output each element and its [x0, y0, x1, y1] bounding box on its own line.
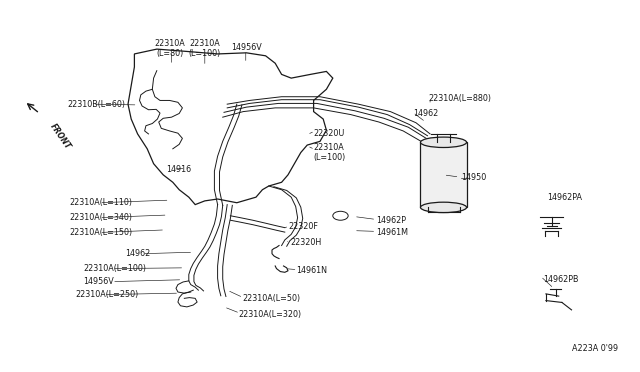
Text: 14950: 14950	[461, 173, 486, 182]
Text: 14916: 14916	[166, 165, 191, 174]
Text: 22310A
(L=100): 22310A (L=100)	[189, 39, 221, 58]
Text: 22310A(L=100): 22310A(L=100)	[83, 264, 146, 273]
Text: 14961N: 14961N	[296, 266, 327, 275]
Text: 22320U: 22320U	[314, 129, 345, 138]
Text: 22320H: 22320H	[290, 238, 321, 247]
Text: 14962P: 14962P	[376, 216, 406, 225]
Text: 22320F: 22320F	[288, 222, 318, 231]
Text: 14962: 14962	[413, 109, 438, 118]
Text: 22310A(L=880): 22310A(L=880)	[429, 94, 492, 103]
Text: 14962PA: 14962PA	[547, 193, 582, 202]
Text: 14961M: 14961M	[376, 228, 408, 237]
Text: 14962PB: 14962PB	[543, 275, 578, 284]
Ellipse shape	[420, 202, 467, 213]
Text: 14962: 14962	[125, 249, 150, 258]
Text: 22310A(L=110): 22310A(L=110)	[69, 198, 132, 207]
Text: 22310A(L=340): 22310A(L=340)	[69, 213, 132, 222]
Text: 22310A
(L=100): 22310A (L=100)	[314, 143, 346, 162]
Text: FRONT: FRONT	[48, 122, 72, 151]
Text: 22310A
(L=80): 22310A (L=80)	[154, 39, 185, 58]
Ellipse shape	[420, 137, 467, 147]
Text: 22310A(L=250): 22310A(L=250)	[76, 290, 139, 299]
Text: 22310A(L=150): 22310A(L=150)	[69, 228, 132, 237]
Text: 22310A(L=50): 22310A(L=50)	[242, 294, 300, 303]
Text: 14956V: 14956V	[83, 277, 114, 286]
Text: 22310A(L=320): 22310A(L=320)	[239, 310, 302, 319]
Text: 22310B(L=60): 22310B(L=60)	[67, 100, 125, 109]
Text: 14956V: 14956V	[231, 43, 262, 52]
Text: A223A 0'99: A223A 0'99	[572, 344, 618, 353]
FancyBboxPatch shape	[420, 142, 467, 208]
